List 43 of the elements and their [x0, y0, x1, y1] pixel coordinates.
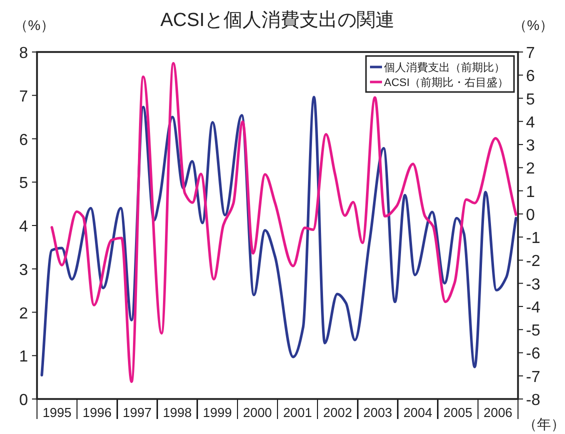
y-tick-label: 2 [19, 305, 28, 322]
legend-label: 個人消費支出（前期比） [384, 61, 505, 74]
y2-axis-title: （%） [513, 17, 554, 33]
x-tick-label: 1997 [122, 405, 152, 420]
y2-tick-label: -1 [526, 230, 540, 248]
x-tick-label: 2006 [483, 405, 512, 420]
x-tick-label: 2005 [443, 405, 472, 420]
y2-tick-label: 7 [526, 45, 535, 62]
y2-tick-label: -7 [526, 368, 540, 386]
y2-tick-label: 0 [526, 206, 535, 224]
x-tick-label: 2002 [323, 405, 352, 420]
y-tick-label: 7 [19, 88, 28, 106]
y-tick-label: 8 [19, 45, 28, 62]
y2-tick-label: 2 [526, 160, 535, 178]
y2-tick-label: 3 [526, 138, 535, 155]
x-axis-title: （年） [523, 416, 565, 432]
x-tick-label: 1999 [202, 405, 232, 420]
x-tick-label: 1996 [82, 405, 112, 420]
chart-title: ACSIと個人消費支出の関連 [160, 10, 395, 31]
y2-tick-label: -3 [526, 276, 540, 294]
y-tick-label: 1 [19, 348, 28, 366]
y2-tick-label: -2 [526, 253, 540, 270]
y2-tick-label: -6 [526, 346, 540, 363]
x-tick-label: 2003 [363, 405, 392, 420]
y2-tick-label: 4 [526, 114, 535, 132]
y-tick-label: 6 [19, 132, 28, 149]
y-tick-label: 4 [19, 218, 28, 236]
x-tick-label: 2001 [283, 405, 312, 420]
x-tick-label: 2000 [242, 405, 272, 420]
y2-tick-label: -5 [526, 322, 540, 340]
y-tick-label: 0 [19, 392, 28, 409]
x-tick-label: 1995 [42, 405, 72, 420]
y2-tick-label: 6 [526, 68, 535, 86]
x-tick-label: 2004 [403, 405, 432, 420]
y-axis-title: （%） [14, 17, 54, 33]
y2-tick-label: 1 [526, 184, 535, 201]
y-tick-label: 5 [19, 175, 28, 192]
y2-tick-label: 5 [526, 91, 535, 108]
x-tick-label: 1998 [162, 405, 192, 420]
y2-tick-label: -4 [526, 299, 540, 316]
y2-tick-label: -8 [526, 392, 540, 409]
legend-label: ACSI（前期比・右目盛） [384, 76, 509, 89]
y-tick-label: 3 [19, 262, 28, 279]
